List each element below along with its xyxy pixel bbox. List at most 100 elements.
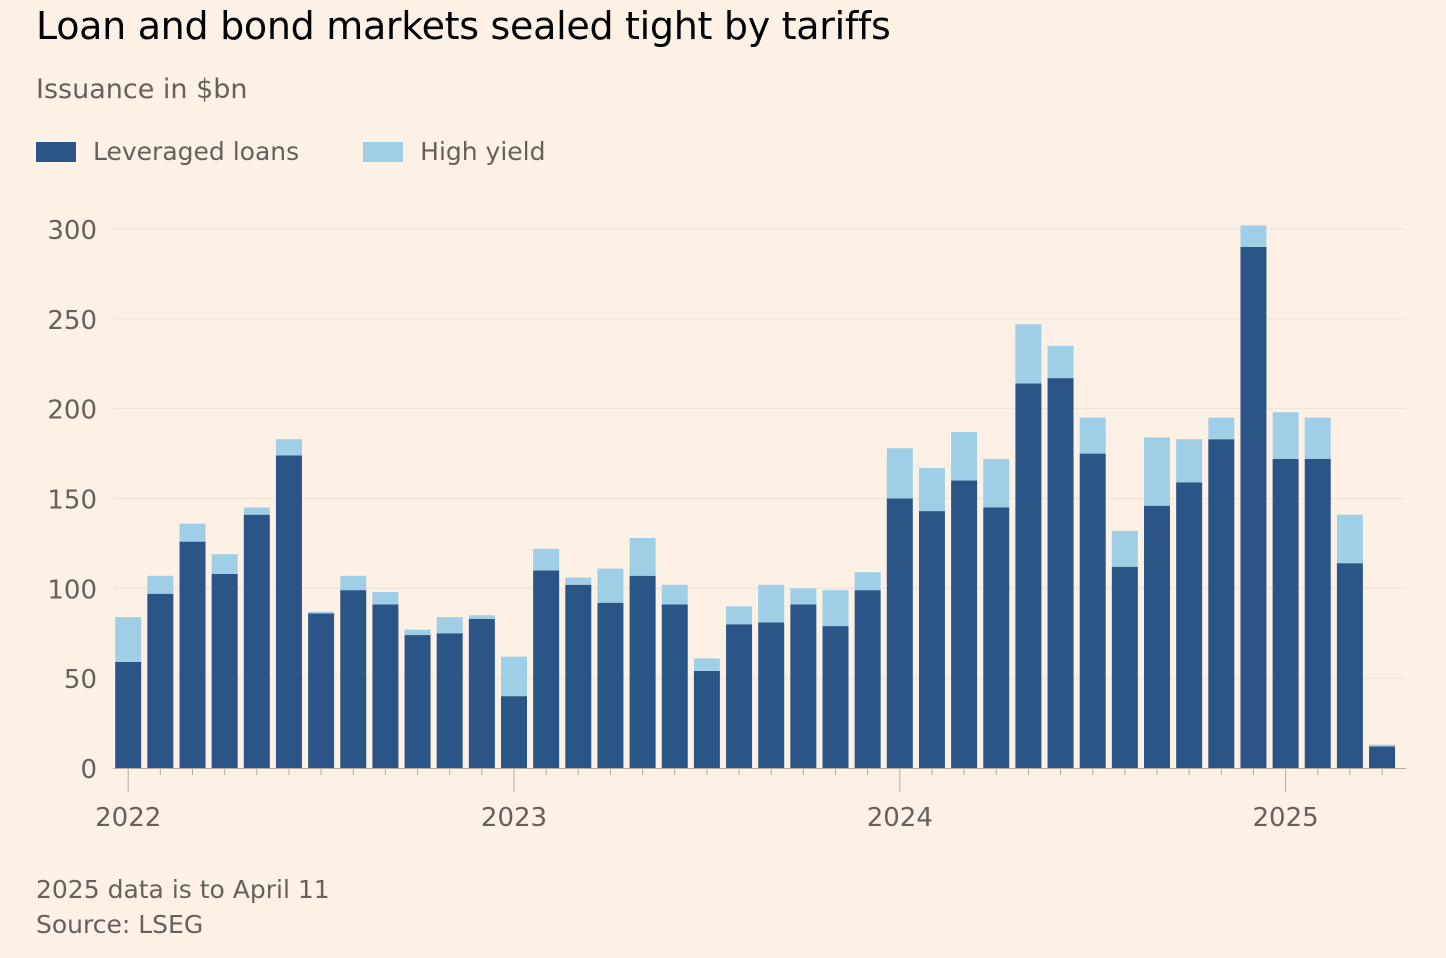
bar-high-yield-2023-09	[758, 584, 785, 623]
bar-leveraged-loans-2022-03	[179, 541, 206, 768]
bar-high-yield-2024-07	[1079, 417, 1106, 454]
bar-leveraged-loans-2023-09	[758, 622, 785, 768]
legend: Leveraged loans High yield	[36, 137, 609, 166]
y-tick-label-150: 150	[47, 486, 97, 516]
bar-leveraged-loans-2022-01	[115, 661, 142, 768]
bar-high-yield-2025-01	[1272, 412, 1299, 459]
bar-high-yield-2024-12	[1240, 225, 1267, 247]
bar-high-yield-2024-01	[886, 448, 913, 499]
x-tick-label-2022: 2022	[95, 803, 161, 833]
y-tick-label-0: 0	[80, 755, 97, 785]
bar-leveraged-loans-2023-04	[597, 602, 624, 768]
legend-item-high-yield: High yield	[363, 137, 545, 166]
bar-leveraged-loans-2024-03	[951, 480, 978, 768]
bar-leveraged-loans-2024-06	[1047, 378, 1074, 768]
bar-leveraged-loans-2024-09	[1144, 505, 1170, 768]
bar-leveraged-loans-2023-10	[790, 604, 817, 768]
bar-leveraged-loans-2025-03	[1336, 563, 1363, 768]
bar-high-yield-2022-04	[211, 554, 238, 574]
bar-leveraged-loans-2024-04	[983, 507, 1010, 768]
x-tick-label-2023: 2023	[481, 803, 547, 833]
bar-high-yield-2022-06	[275, 439, 302, 456]
bar-leveraged-loans-2024-10	[1176, 482, 1203, 768]
bar-high-yield-2022-01	[115, 617, 142, 662]
y-tick-label-300: 300	[47, 216, 97, 246]
bar-high-yield-2022-07	[308, 611, 335, 614]
bar-leveraged-loans-2025-01	[1272, 458, 1299, 768]
bar-high-yield-2024-05	[1015, 324, 1042, 384]
bar-leveraged-loans-2022-08	[340, 590, 367, 768]
legend-label-leveraged-loans: Leveraged loans	[93, 137, 300, 166]
bar-high-yield-2023-12	[854, 572, 881, 591]
bar-high-yield-2024-08	[1111, 530, 1138, 567]
bars	[115, 225, 1396, 768]
bar-high-yield-2022-09	[372, 591, 399, 605]
bar-high-yield-2023-11	[822, 590, 849, 627]
y-tick-label-250: 250	[47, 306, 97, 336]
bar-leveraged-loans-2023-07	[693, 670, 720, 768]
bar-high-yield-2025-02	[1304, 417, 1331, 459]
bar-leveraged-loans-2023-12	[854, 590, 881, 768]
bar-high-yield-2022-03	[179, 523, 206, 542]
bar-high-yield-2022-10	[404, 629, 431, 636]
bar-leveraged-loans-2022-07	[308, 613, 335, 768]
bar-high-yield-2022-02	[147, 575, 174, 594]
bar-leveraged-loans-2024-08	[1111, 566, 1138, 768]
bar-high-yield-2025-04	[1369, 744, 1396, 747]
y-tick-label-200: 200	[47, 396, 97, 426]
bar-leveraged-loans-2025-04	[1369, 746, 1396, 768]
bar-high-yield-2024-09	[1144, 437, 1170, 506]
bar-high-yield-2024-04	[983, 458, 1010, 508]
axes: 0 50 100 150 200 250 300 2022 2023 2024 2025	[47, 216, 1406, 833]
bar-chart: 0 50 100 150 200 250 300 2022 2023 2024 2025	[47, 216, 1406, 833]
bar-leveraged-loans-2022-11	[436, 633, 463, 768]
bar-leveraged-loans-2024-01	[886, 498, 913, 768]
bar-high-yield-2023-08	[726, 606, 753, 625]
bar-high-yield-2024-03	[951, 432, 978, 481]
bar-leveraged-loans-2022-09	[372, 604, 399, 768]
bar-high-yield-2024-02	[918, 467, 945, 512]
bar-leveraged-loans-2022-12	[468, 618, 495, 768]
chart-title: Loan and bond markets sealed tight by ta…	[36, 4, 891, 48]
bar-high-yield-2023-10	[790, 588, 817, 605]
bar-high-yield-2023-04	[597, 568, 624, 603]
bar-leveraged-loans-2023-06	[661, 604, 688, 768]
bar-leveraged-loans-2022-06	[275, 455, 302, 768]
bar-high-yield-2022-05	[243, 507, 270, 515]
legend-swatch-high-yield	[363, 141, 404, 162]
legend-swatch-leveraged-loans	[36, 141, 76, 162]
bar-high-yield-2024-06	[1047, 345, 1074, 379]
bar-high-yield-2023-01	[501, 656, 527, 697]
bar-leveraged-loans-2023-03	[565, 584, 592, 768]
bar-high-yield-2023-06	[661, 584, 688, 605]
bar-high-yield-2022-12	[468, 615, 495, 619]
legend-item-leveraged-loans: Leveraged loans	[36, 137, 299, 166]
bar-leveraged-loans-2024-07	[1079, 453, 1106, 768]
bar-high-yield-2025-03	[1336, 514, 1363, 564]
bar-leveraged-loans-2023-01	[501, 696, 527, 768]
bar-leveraged-loans-2023-08	[726, 624, 753, 768]
bar-high-yield-2022-08	[340, 575, 367, 591]
y-tick-label-100: 100	[47, 575, 97, 605]
bar-leveraged-loans-2023-02	[533, 570, 560, 768]
source-note: Source: LSEG	[36, 910, 204, 939]
bar-high-yield-2023-05	[629, 538, 656, 576]
bar-leveraged-loans-2022-05	[243, 514, 270, 768]
bar-high-yield-2023-02	[533, 548, 560, 571]
bar-leveraged-loans-2022-10	[404, 635, 431, 768]
bar-high-yield-2022-11	[436, 617, 463, 634]
y-tick-label-50: 50	[64, 665, 97, 695]
chart-subtitle: Issuance in $bn	[36, 74, 248, 105]
bar-high-yield-2024-10	[1176, 439, 1203, 483]
legend-label-high-yield: High yield	[420, 137, 546, 166]
bar-high-yield-2023-07	[693, 658, 720, 671]
x-tick-label-2024: 2024	[867, 803, 933, 833]
footnote: 2025 data is to April 11	[36, 875, 330, 904]
x-tick-label-2025: 2025	[1253, 803, 1319, 833]
bar-leveraged-loans-2024-05	[1015, 383, 1042, 768]
bar-leveraged-loans-2022-04	[211, 573, 238, 768]
bar-leveraged-loans-2024-11	[1208, 439, 1235, 768]
bar-leveraged-loans-2023-05	[629, 575, 656, 768]
bar-leveraged-loans-2023-11	[822, 626, 849, 768]
bar-high-yield-2024-11	[1208, 417, 1235, 440]
